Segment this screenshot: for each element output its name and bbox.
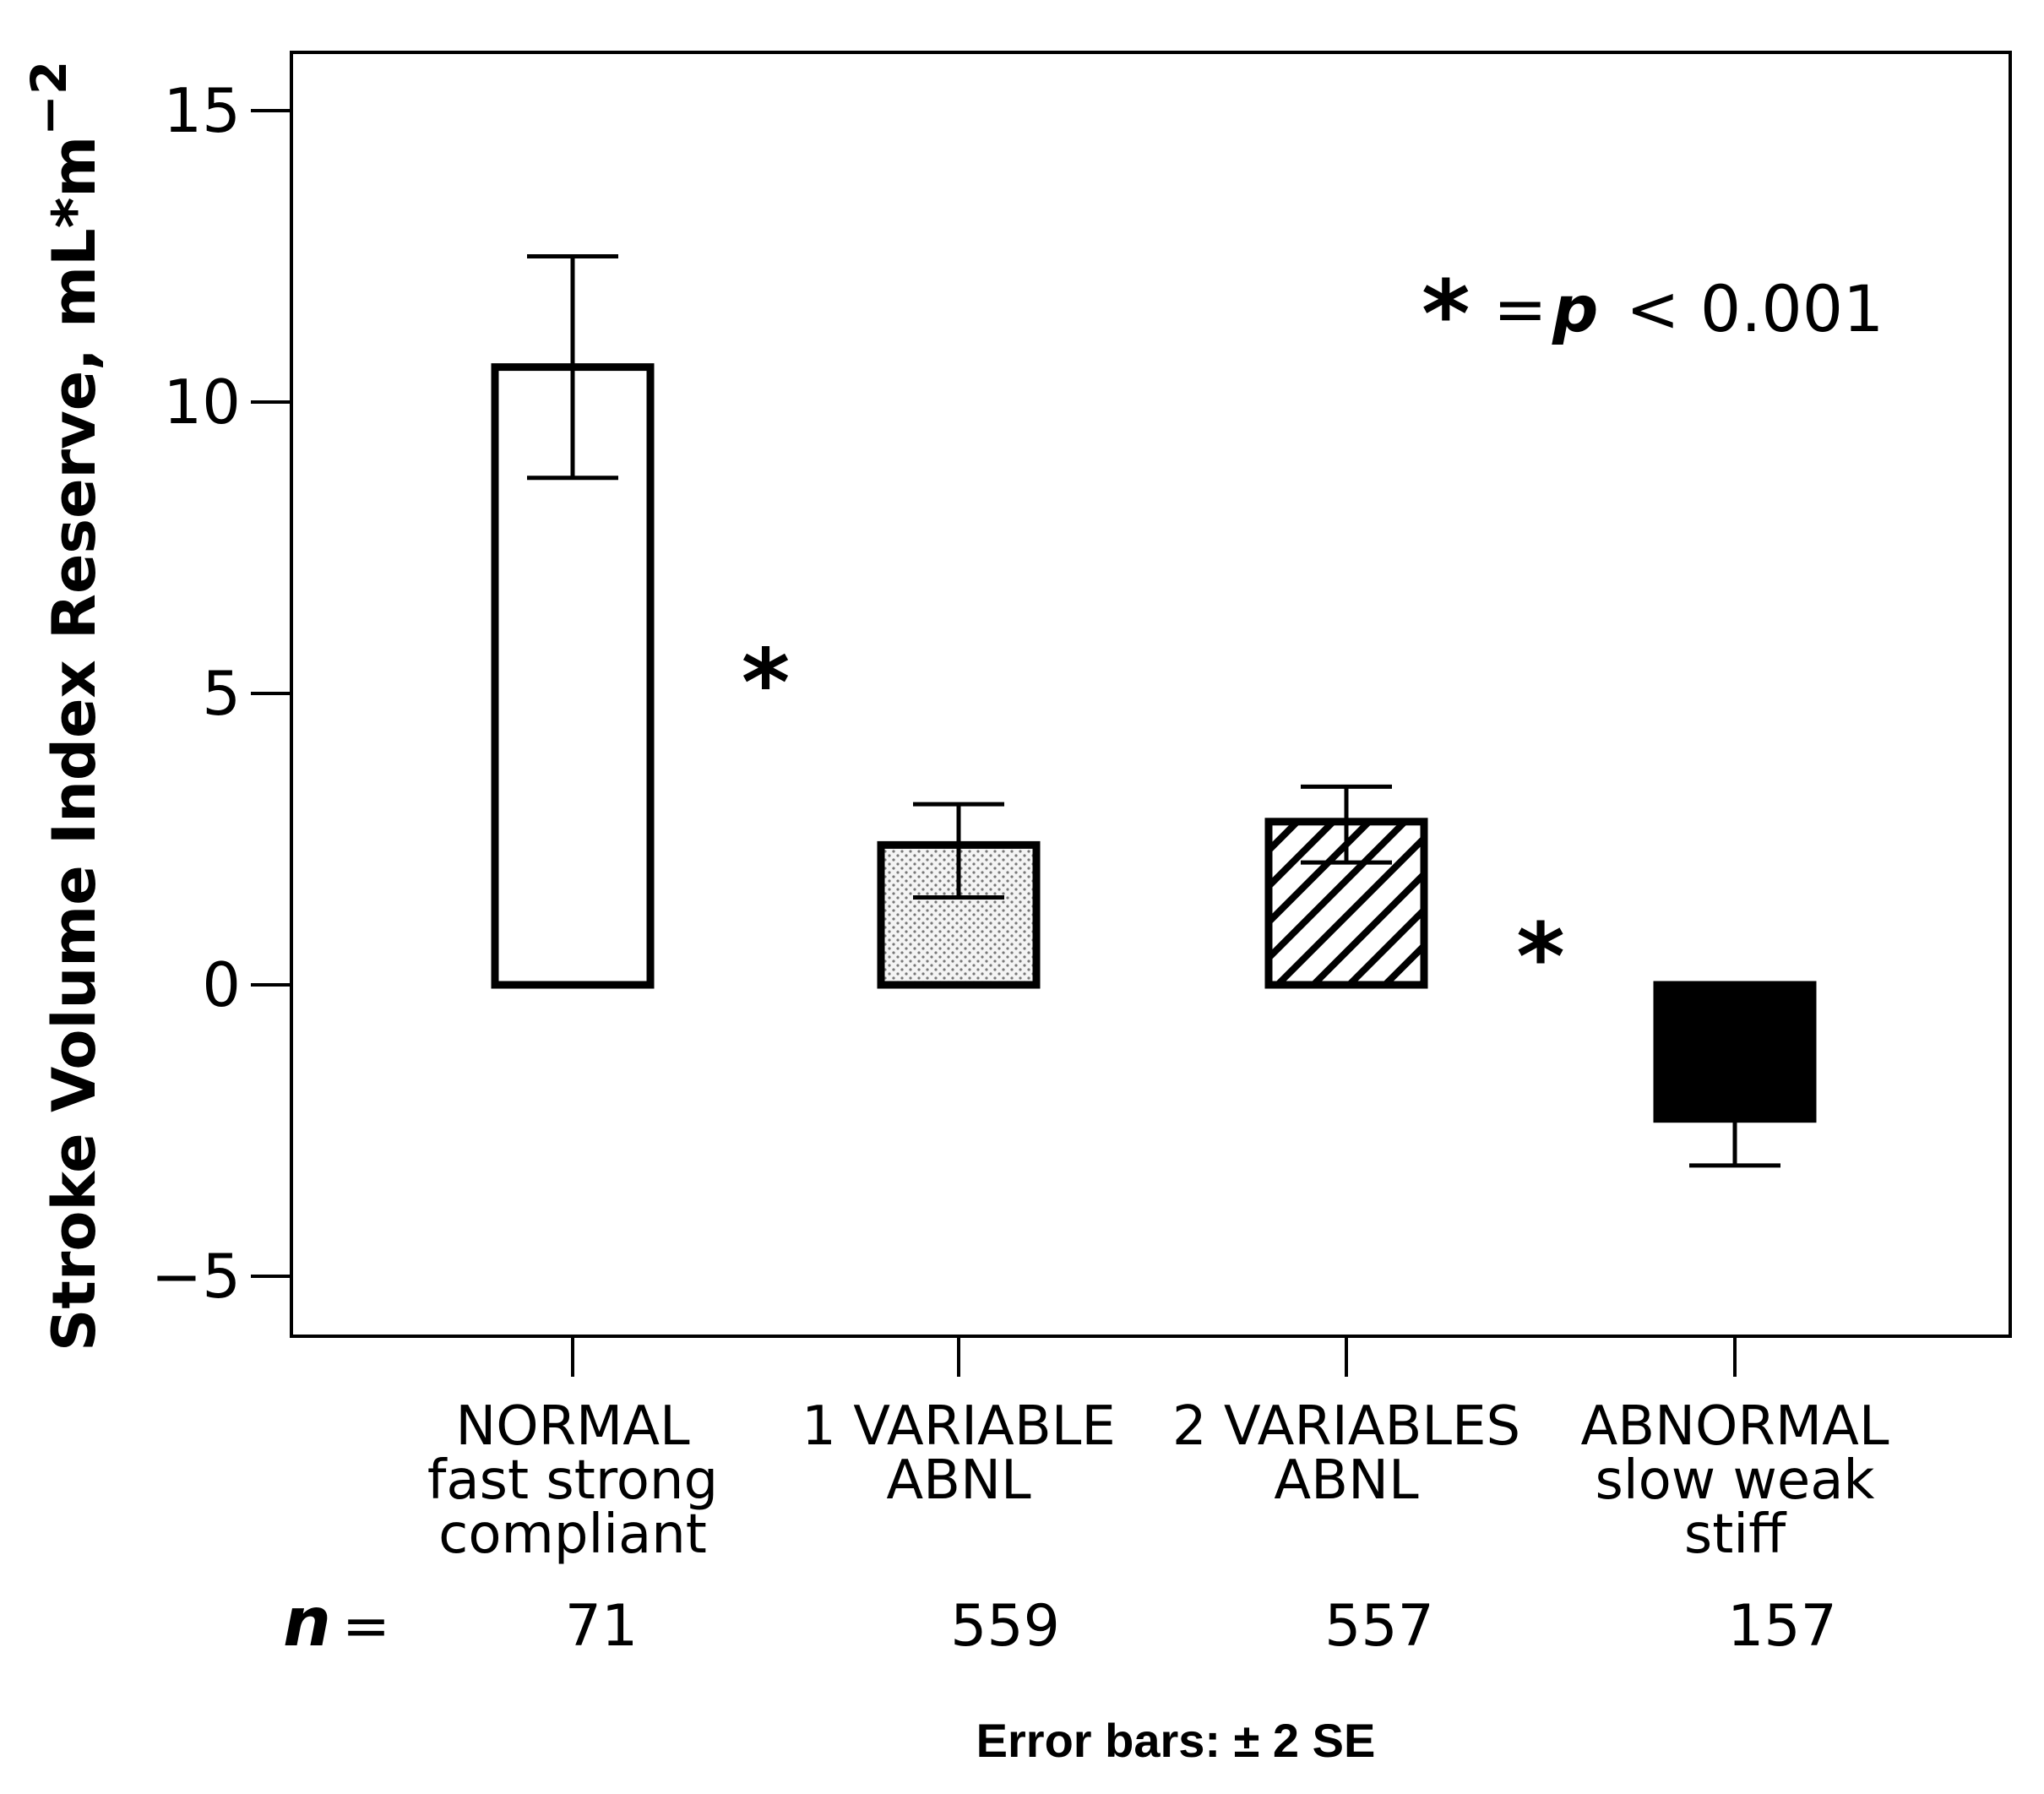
bars [491,363,1817,1123]
category-label-line: stiff [1684,1503,1787,1566]
category-label-line: 1 VARIABLE [802,1395,1116,1458]
sample-size-row: 71 559 557 157 [565,1593,1837,1660]
category-label-line: ABNL [1274,1449,1419,1512]
y-tick-label: −5 [151,1241,241,1312]
legend-threshold: < 0.001 [1626,271,1884,346]
n-value: 559 [950,1593,1060,1660]
significance-marks: ** [742,629,1565,1011]
category-label-line: ABNORMAL [1580,1395,1889,1458]
y-tick-label: 10 [163,367,241,438]
x-axis [571,1336,1737,1377]
y-axis: −5 0 5 10 15 [151,75,291,1312]
y-tick-label: 15 [163,75,241,146]
footnote: Error bars: ± 2 SE [976,1714,1376,1767]
category-label-line: slow weak [1596,1449,1875,1512]
y-axis-label-exponent: −2 [20,61,78,136]
category-label-line: NORMAL [455,1395,690,1458]
legend-star: * [1422,260,1470,368]
n-value: 557 [1324,1593,1434,1660]
error-bars [527,254,1780,1168]
category-label-line: compliant [438,1503,707,1566]
n-equals: = [342,1593,390,1660]
n-value: 71 [565,1593,639,1660]
y-tick-label: 5 [202,658,241,729]
n-prefix: n [283,1583,331,1661]
category-label-line: fast strong [427,1449,718,1512]
n-value: 157 [1727,1593,1837,1660]
category-label-line: 2 VARIABLES [1172,1395,1520,1458]
significance-star: * [742,629,791,737]
y-tick-label: 0 [202,949,241,1020]
y-axis-label: Stroke Volume Index Reserve, mL*m−2 [20,61,109,1351]
significance-star: * [1516,903,1565,1011]
significance-legend: * = p < 0.001 [1422,260,1884,368]
y-axis-label-text: Stroke Volume Index Reserve, mL*m [40,136,109,1351]
legend-equals: = [1493,271,1547,346]
category-label-line: ABNL [886,1449,1031,1512]
legend-p: p [1552,271,1598,346]
